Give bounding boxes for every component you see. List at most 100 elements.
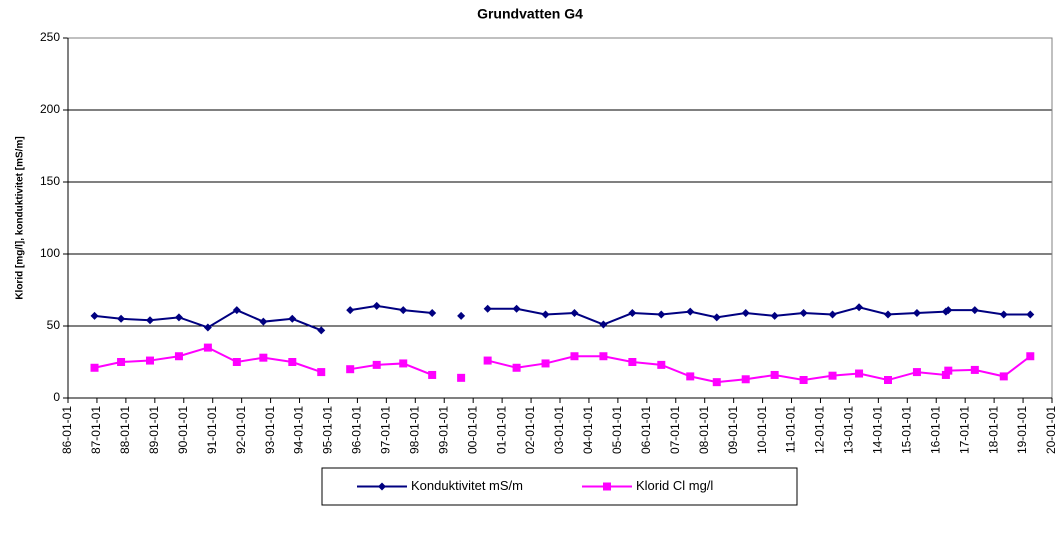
- x-tick-label: 19-01-01: [1015, 406, 1029, 454]
- data-point: [428, 370, 437, 379]
- data-point: [855, 303, 864, 312]
- x-tick-label: 10-01-01: [755, 406, 769, 454]
- data-point: [1026, 352, 1035, 361]
- x-tick-label: 94-01-01: [292, 406, 306, 454]
- data-point: [770, 370, 779, 379]
- data-point: [999, 310, 1008, 319]
- data-point: [372, 301, 381, 310]
- x-tick-label: 13-01-01: [842, 406, 856, 454]
- x-tick-label: 04-01-01: [581, 406, 595, 454]
- x-tick-label: 08-01-01: [697, 406, 711, 454]
- x-tick-label: 87-01-01: [89, 406, 103, 454]
- series-line: [350, 304, 433, 315]
- data-point: [232, 306, 241, 315]
- data-point: [399, 359, 408, 368]
- x-tick-label: 12-01-01: [813, 406, 827, 454]
- x-tick-label: 20-01-01: [1044, 406, 1058, 454]
- data-point: [799, 309, 808, 318]
- data-point: [146, 356, 154, 365]
- data-point: [799, 376, 808, 384]
- x-tick-label: 15-01-01: [899, 406, 913, 454]
- data-point: [541, 310, 550, 319]
- data-point: [1026, 310, 1035, 319]
- data-point: [146, 316, 154, 325]
- x-tick-label: 06-01-01: [639, 406, 653, 454]
- data-point: [944, 306, 953, 315]
- data-point: [912, 309, 921, 318]
- data-point: [657, 310, 666, 319]
- x-tick-label: 07-01-01: [668, 406, 682, 454]
- data-point: [828, 371, 837, 380]
- x-tick-label: 89-01-01: [147, 406, 161, 454]
- data-point: [483, 304, 492, 313]
- data-point: [599, 320, 608, 329]
- x-tick-label: 14-01-01: [871, 406, 885, 454]
- data-point: [741, 375, 750, 384]
- data-point: [117, 314, 126, 323]
- data-point: [117, 358, 126, 366]
- x-tick-label: 95-01-01: [321, 406, 335, 454]
- x-tick-label: 18-01-01: [986, 406, 1000, 454]
- data-point: [884, 376, 892, 384]
- x-tick-label: 09-01-01: [726, 406, 740, 454]
- data-point: [399, 306, 408, 315]
- x-tick-label: 86-01-01: [60, 406, 74, 454]
- data-point: [855, 369, 864, 378]
- data-point: [599, 352, 608, 361]
- data-point: [346, 365, 355, 374]
- x-tick-label: 17-01-01: [957, 406, 971, 454]
- x-tick-label: 90-01-01: [176, 406, 190, 454]
- data-point: [541, 359, 550, 368]
- data-point: [884, 310, 892, 319]
- data-point: [203, 343, 212, 352]
- x-tick-label: 01-01-01: [494, 406, 508, 454]
- legend-label: Konduktivitet mS/m: [411, 478, 523, 493]
- data-point: [457, 373, 466, 382]
- data-point: [90, 311, 99, 320]
- data-point: [686, 307, 695, 316]
- data-point: [741, 309, 750, 318]
- series-line: [350, 362, 433, 376]
- legend-marker: [378, 482, 386, 491]
- data-point: [712, 378, 721, 387]
- y-tick-label: 100: [40, 246, 60, 260]
- data-point: [259, 317, 268, 326]
- data-point: [828, 310, 837, 319]
- data-point: [712, 313, 721, 322]
- data-point: [628, 358, 637, 366]
- y-tick-label: 0: [53, 390, 60, 404]
- data-point: [512, 304, 521, 313]
- data-point: [232, 358, 241, 366]
- data-point: [686, 372, 695, 381]
- y-tick-label: 50: [47, 318, 61, 332]
- x-tick-label: 99-01-01: [436, 406, 450, 454]
- data-point: [770, 311, 779, 320]
- x-tick-label: 96-01-01: [350, 406, 364, 454]
- x-tick-label: 92-01-01: [234, 406, 248, 454]
- data-point: [317, 326, 326, 335]
- chart-title: Grundvatten G4: [477, 6, 583, 22]
- data-point: [483, 356, 492, 365]
- data-point: [288, 314, 297, 323]
- y-tick-label: 200: [40, 102, 60, 116]
- x-tick-label: 05-01-01: [610, 406, 624, 454]
- data-point: [174, 352, 183, 361]
- data-point: [999, 372, 1008, 381]
- x-tick-label: 00-01-01: [465, 406, 479, 454]
- data-point: [570, 309, 579, 318]
- data-point: [428, 309, 437, 318]
- data-point: [941, 370, 950, 379]
- data-point: [512, 363, 521, 372]
- x-tick-label: 02-01-01: [523, 406, 537, 454]
- data-point: [912, 368, 921, 377]
- data-point: [317, 368, 326, 377]
- data-point: [372, 360, 381, 369]
- legend-marker: [603, 482, 611, 491]
- data-point: [288, 358, 297, 366]
- data-point: [970, 306, 979, 315]
- x-tick-label: 03-01-01: [552, 406, 566, 454]
- data-point: [90, 363, 99, 372]
- data-point: [970, 365, 979, 374]
- y-axis-label: Klorid [mg/l], konduktivitet [mS/m]: [15, 136, 26, 299]
